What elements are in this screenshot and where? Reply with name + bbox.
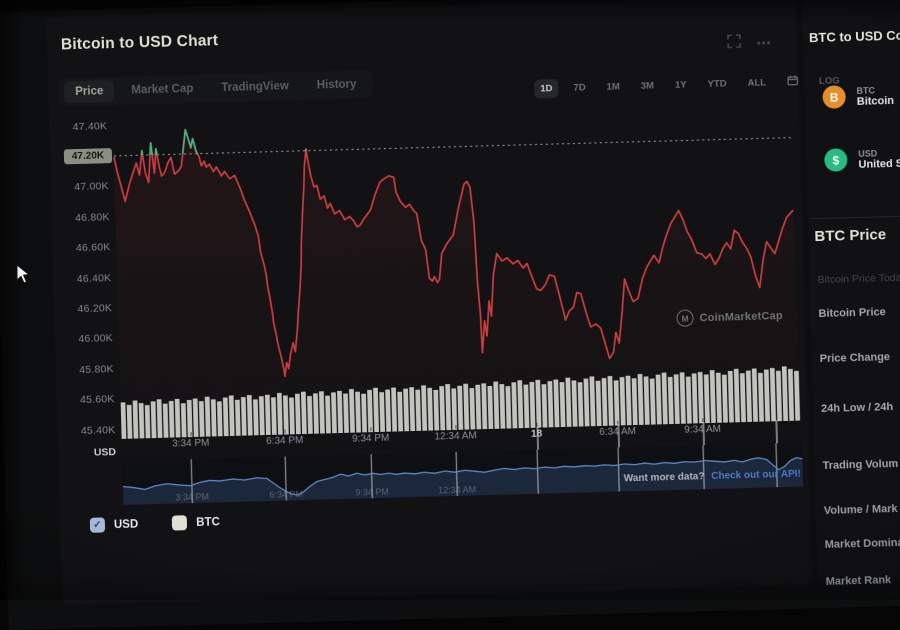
- stats-title: BTC Price: [814, 226, 887, 246]
- legend-label-btc: BTC: [196, 515, 220, 529]
- y-tick-46-00k: 46.00K: [78, 332, 114, 346]
- legend-label-usd: USD: [113, 518, 139, 531]
- stat-row-trading-volum: Trading Volum: [822, 457, 899, 472]
- y-tick-46-60k: 46.60K: [75, 241, 111, 255]
- legend-item-btc: BTC: [172, 514, 220, 531]
- stats-subtitle: Bitcoin Price Toda: [817, 271, 900, 287]
- range-3m[interactable]: 3M: [640, 79, 655, 92]
- range-7d[interactable]: 7D: [573, 81, 586, 94]
- y-tick-46-40k: 46.40K: [76, 271, 112, 285]
- tab-market-cap[interactable]: Market Cap: [131, 82, 194, 97]
- y-axis-currency-label: USD: [93, 446, 117, 459]
- x-tick-6-34-pm: 6:34 PM: [265, 435, 304, 448]
- y-tick-45-60k: 45.60K: [79, 393, 115, 407]
- stat-row-market-rank: Market Rank: [825, 574, 892, 588]
- navigator-label-3-34-pm: 3:34 PM: [175, 491, 210, 503]
- range-1m[interactable]: 1M: [606, 80, 620, 93]
- price-chart[interactable]: [113, 106, 802, 439]
- range-1d[interactable]: 1D: [534, 78, 559, 99]
- range-1y[interactable]: 1Y: [674, 79, 687, 91]
- stat-row-24h-low-24h: 24h Low / 24h: [820, 401, 894, 416]
- y-tick-45-40k: 45.40K: [80, 423, 116, 437]
- y-tick-47-00k: 47.00K: [74, 180, 109, 194]
- tab-tradingview[interactable]: TradingView: [221, 80, 289, 95]
- range-ytd[interactable]: YTD: [707, 77, 727, 90]
- mouse-cursor: [16, 263, 32, 289]
- usd-checkbox[interactable]: ✓: [89, 517, 106, 533]
- btc-checkbox[interactable]: [172, 515, 188, 531]
- stat-row-price-change: Price Change: [819, 351, 891, 366]
- watermark-text: CoinMarketCap: [699, 309, 783, 324]
- stat-row-bitcoin-price: Bitcoin Price: [818, 306, 886, 321]
- navigator-label-9-34-pm: 9:34 PM: [355, 486, 390, 498]
- y-tick-47-40k: 47.40K: [72, 119, 108, 133]
- coinmarketcap-watermark: M CoinMarketCap: [676, 307, 783, 327]
- stat-row-market-domina: Market Domina: [824, 536, 900, 551]
- coin-name: United St: [858, 157, 900, 171]
- stat-row-volume-mark: Volume / Mark: [823, 502, 898, 517]
- dollar-icon: $: [824, 148, 848, 172]
- navigator-label-6-34-pm: 6:34 PM: [269, 489, 304, 500]
- y-tick-45-80k: 45.80K: [79, 362, 114, 376]
- coinmarketcap-logo-icon: M: [676, 309, 694, 327]
- coin-name: Bitcoin: [856, 94, 895, 108]
- reference-price-badge: 47.20K: [63, 148, 113, 165]
- range-all[interactable]: ALL: [747, 76, 767, 89]
- bitcoin-icon: B: [822, 85, 846, 109]
- x-tick-9-34-pm: 9:34 PM: [351, 432, 390, 445]
- expand-icon[interactable]: [727, 34, 742, 53]
- converter-coin-btc[interactable]: B BTC Bitcoin: [822, 84, 894, 109]
- legend-item-usd: ✓ USD: [89, 517, 139, 533]
- converter-title: BTC to USD Co: [808, 27, 900, 46]
- y-tick-46-80k: 46.80K: [74, 210, 110, 224]
- api-banner-text: Want more data?: [623, 471, 705, 485]
- x-tick-12-34-am: 12:34 AM: [434, 430, 477, 443]
- calendar-icon[interactable]: [781, 70, 805, 93]
- tab-history[interactable]: History: [316, 78, 357, 92]
- converter-coin-usd[interactable]: $ USD United St: [824, 147, 900, 172]
- y-tick-46-20k: 46.20K: [77, 302, 113, 315]
- tab-price[interactable]: Price: [63, 80, 115, 104]
- more-options-icon[interactable]: [757, 41, 770, 45]
- x-tick-3-34-pm: 3:34 PM: [172, 437, 210, 450]
